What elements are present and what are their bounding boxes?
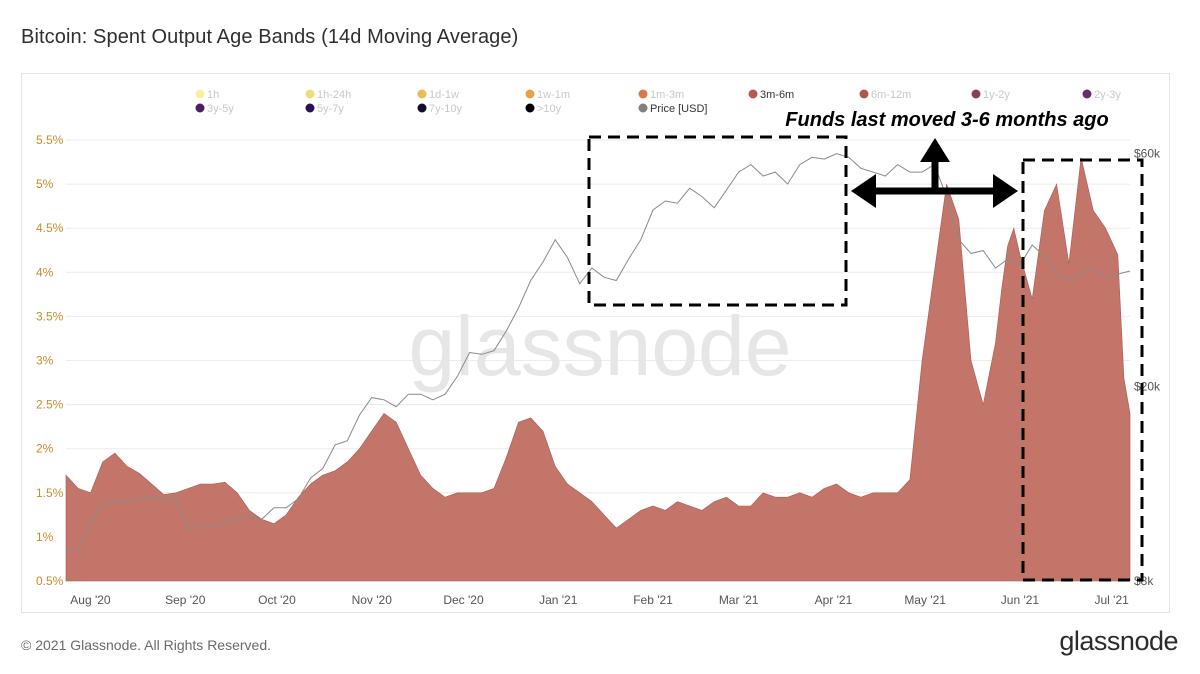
legend-item[interactable]: 2y-3y	[1082, 89, 1122, 101]
legend-item[interactable]: 1m-3m	[638, 89, 685, 101]
legend-dot-icon	[305, 89, 315, 99]
x-tick-label: Sep '20	[165, 593, 206, 607]
legend-label: >10y	[537, 103, 562, 115]
x-tick-label: Oct '20	[258, 593, 296, 607]
y-left-tick-label: 1.5%	[36, 486, 64, 500]
x-tick-label: Jun '21	[1001, 593, 1040, 607]
legend-dot-icon	[1082, 89, 1092, 99]
annotation-box-left	[587, 135, 848, 307]
legend-label: 1m-3m	[650, 89, 684, 101]
y-axis-right: $8k $20k $60k	[1134, 147, 1161, 588]
x-tick-label: Aug '20	[70, 593, 111, 607]
y-left-tick-label: 3.5%	[36, 309, 64, 323]
legend-dot-icon	[417, 89, 427, 99]
legend-label: 1y-2y	[983, 89, 1010, 101]
y-right-tick-label: $20k	[1134, 380, 1161, 394]
legend-label: 5y-7y	[317, 103, 344, 115]
chart-frame	[21, 73, 1170, 613]
legend-item[interactable]: 1h	[195, 89, 220, 101]
price-line-series	[65, 153, 1131, 552]
legend-dot-icon	[525, 103, 535, 113]
x-tick-label: Feb '21	[633, 593, 673, 607]
x-tick-label: Apr '21	[815, 593, 853, 607]
legend-dot-icon	[195, 89, 205, 99]
legend-dot-icon	[971, 89, 981, 99]
legend-dot-icon	[525, 89, 535, 99]
legend-label: 3m-6m	[760, 89, 794, 101]
legend-label: 2y-3y	[1094, 89, 1121, 101]
x-axis: Aug '20 Sep '20 Oct '20 Nov '20 Dec '20 Jan '…	[70, 593, 1129, 607]
legend-item[interactable]: 5y-7y	[305, 103, 345, 115]
x-tick-label: Nov '20	[352, 593, 393, 607]
area-3m-6m	[65, 157, 1131, 582]
legend-dot-icon	[859, 89, 869, 99]
legend-item[interactable]: 7y-10y	[417, 103, 463, 115]
legend[interactable]: 1h 1h-24h 1d-1w 1w-1m 1m-3m 3m-6m 6m-12m 1y-2y 2…	[195, 89, 1122, 115]
legend-item[interactable]: 1w-1m	[525, 89, 571, 101]
annotation: Funds last moved 3-6 months ago	[587, 109, 1144, 582]
legend-label: 1h	[207, 89, 219, 101]
y-axis-left: 0.5% 1% 1.5% 2% 2.5% 3% 3.5% 4% 4.5% 5% 5.5%	[36, 133, 64, 588]
y-right-tick-label: $8k	[1134, 574, 1154, 588]
legend-dot-icon	[417, 103, 427, 113]
legend-dot-icon	[638, 103, 648, 113]
x-tick-label: May '21	[904, 593, 946, 607]
legend-dot-icon	[195, 103, 205, 113]
legend-dot-icon	[638, 89, 648, 99]
y-left-tick-label: 3%	[36, 354, 54, 368]
legend-item[interactable]: 3y-5y	[195, 103, 235, 115]
legend-label: 6m-12m	[871, 89, 911, 101]
watermark: glassnode	[409, 299, 792, 393]
annotation-text: Funds last moved 3-6 months ago	[785, 109, 1108, 131]
copyright: © 2021 Glassnode. All Rights Reserved.	[21, 637, 272, 653]
area-series-3m-6m	[65, 157, 1131, 582]
legend-dot-icon	[305, 103, 315, 113]
y-left-tick-label: 2%	[36, 442, 54, 456]
legend-label: 1d-1w	[429, 89, 459, 101]
legend-dot-icon	[748, 89, 758, 99]
legend-label: 3y-5y	[207, 103, 234, 115]
glassnode-logo: glassnode	[1059, 626, 1178, 656]
legend-item[interactable]: >10y	[525, 103, 562, 115]
y-left-tick-label: 4%	[36, 265, 54, 279]
legend-item[interactable]: Price [USD]	[638, 103, 708, 115]
y-left-tick-label: 4.5%	[36, 221, 64, 235]
y-left-tick-label: 1%	[36, 530, 54, 544]
x-tick-label: Dec '20	[443, 593, 484, 607]
legend-item[interactable]: 1h-24h	[305, 89, 352, 101]
legend-item[interactable]: 1d-1w	[417, 89, 460, 101]
legend-label: 1h-24h	[317, 89, 351, 101]
up-arrow-icon	[920, 138, 950, 191]
legend-item[interactable]: 1y-2y	[971, 89, 1011, 101]
y-left-tick-label: 5.5%	[36, 133, 64, 147]
legend-label: 1w-1m	[537, 89, 570, 101]
y-left-tick-label: 2.5%	[36, 398, 64, 412]
price-line	[65, 153, 1131, 552]
legend-label: 7y-10y	[429, 103, 463, 115]
y-left-tick-label: 0.5%	[36, 574, 64, 588]
x-tick-label: Mar '21	[719, 593, 759, 607]
y-left-tick-label: 5%	[36, 177, 54, 191]
legend-item[interactable]: 3m-6m	[748, 89, 795, 101]
annotation-box-right	[1021, 158, 1144, 582]
chart-title: Bitcoin: Spent Output Age Bands (14d Mov…	[21, 26, 519, 48]
watermark-text: glassnode	[409, 299, 792, 393]
legend-label: Price [USD]	[650, 103, 707, 115]
legend-item[interactable]: 6m-12m	[859, 89, 912, 101]
x-tick-label: Jan '21	[539, 593, 578, 607]
y-right-tick-label: $60k	[1134, 147, 1161, 161]
x-tick-label: Jul '21	[1094, 593, 1129, 607]
